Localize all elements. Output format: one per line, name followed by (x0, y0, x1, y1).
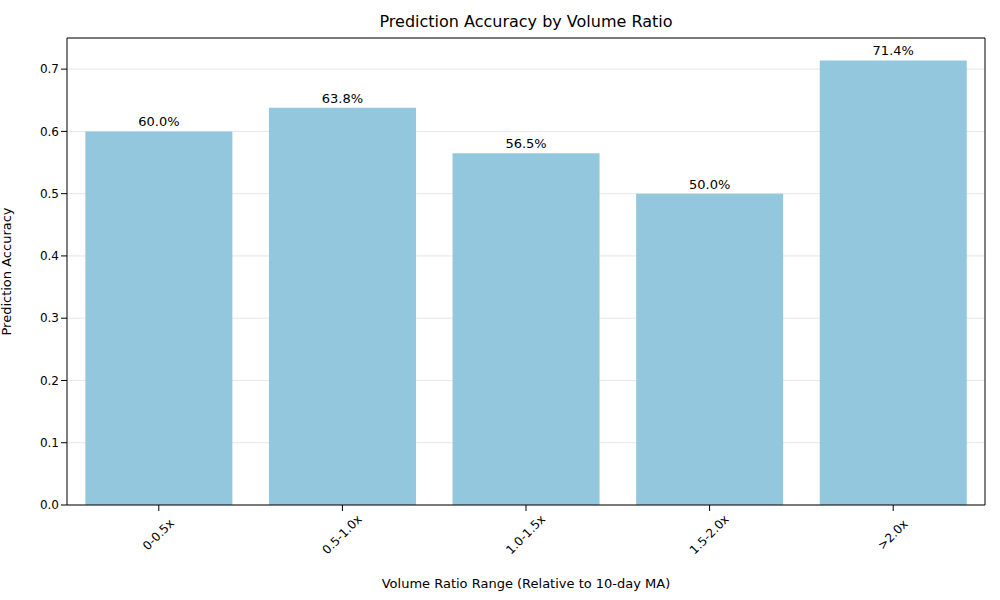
svg-text:56.5%: 56.5% (505, 136, 546, 151)
svg-text:0.5: 0.5 (40, 187, 59, 201)
svg-text:71.4%: 71.4% (873, 43, 914, 58)
svg-text:63.8%: 63.8% (322, 91, 363, 106)
svg-text:0.1: 0.1 (40, 436, 59, 450)
svg-text:0.7: 0.7 (40, 62, 59, 76)
svg-text:Volume Ratio Range (Relative t: Volume Ratio Range (Relative to 10-day M… (382, 576, 671, 591)
svg-text:0-0.5x: 0-0.5x (140, 516, 177, 553)
svg-text:0.6: 0.6 (40, 125, 59, 139)
svg-text:50.0%: 50.0% (689, 177, 730, 192)
svg-text:>2.0x: >2.0x (875, 517, 911, 553)
svg-text:Prediction Accuracy: Prediction Accuracy (8, 207, 14, 335)
svg-text:1.5-2.0x: 1.5-2.0x (687, 512, 732, 557)
svg-text:0.5-1.0x: 0.5-1.0x (320, 512, 365, 557)
svg-text:0.4: 0.4 (40, 249, 59, 263)
svg-text:0.2: 0.2 (40, 374, 59, 388)
svg-text:0.3: 0.3 (40, 311, 59, 325)
svg-text:60.0%: 60.0% (138, 114, 179, 129)
svg-text:1.0-1.5x: 1.0-1.5x (503, 512, 548, 557)
svg-text:0.0: 0.0 (40, 498, 59, 512)
html-text:Prediction Accuracy by Volume: Prediction Accuracy by Volume Ratio (379, 12, 673, 31)
